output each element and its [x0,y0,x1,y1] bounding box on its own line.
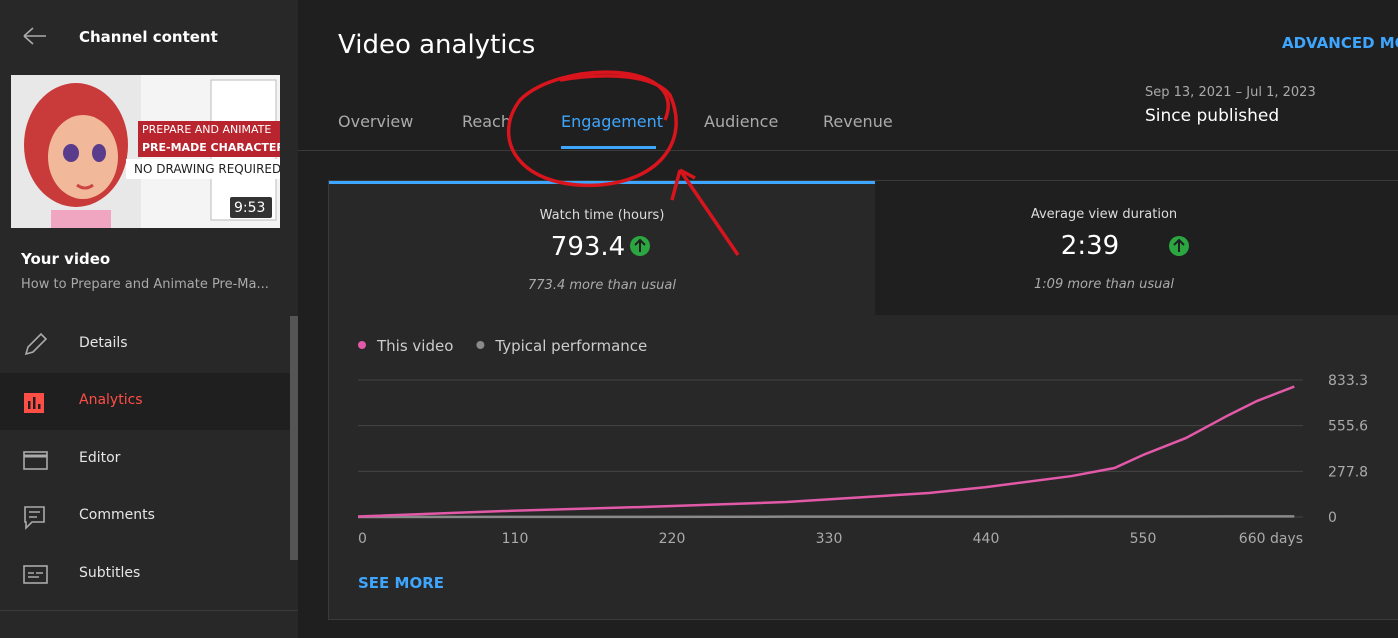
x-tick-label: 220 [659,531,686,547]
legend-marker [358,341,366,349]
back-arrow[interactable] [22,26,48,46]
menu-label: Editor [79,450,121,466]
metric-note: 1:09 more than usual [1034,277,1174,292]
sidebar-title: Channel content [79,28,218,46]
divider [298,150,1398,151]
see-more[interactable]: SEE MORE [358,574,444,592]
date-label[interactable]: Since published [1145,106,1280,126]
metric-label: Watch time (hours) [539,208,665,223]
icon [24,393,44,413]
metric-tab[interactable]: Average view duration 2:39 1:09 more tha… [875,181,1398,315]
legend-label: Typical performance [494,337,647,355]
duration: 9:53 [234,200,266,216]
icon [23,451,48,470]
legend-label: This video [376,337,453,355]
metric-value: 2:39 [1060,231,1120,261]
y-tick-label: 833.3 [1328,373,1368,389]
menu-label: Comments [79,507,155,523]
menu-item[interactable]: Details [0,316,290,373]
menu-label: Subtitles [79,565,141,581]
thumbnail[interactable]: PREPARE AND ANIMATE PRE-MADE CHARACTERS … [11,75,280,228]
icon [23,565,48,584]
x-tick-label: 550 [1130,531,1157,547]
page-title: Video analytics [338,30,536,60]
y-tick-label: 555.6 [1328,419,1368,435]
metric-label: Average view duration [1030,207,1178,222]
metric-note: 773.4 more than usual [528,278,676,293]
x-tick-label: 330 [816,531,843,547]
menu-item[interactable]: Editor [0,431,290,488]
menu-item[interactable]: Analytics [0,373,290,430]
tab-underline [561,146,656,149]
thumb-line: PRE-MADE CHARACTERS [142,141,280,154]
annotation-arrow [670,168,740,256]
x-tick-label: 110 [502,531,529,547]
advanced-mode[interactable]: ADVANCED MODE [1282,34,1398,52]
icon [24,506,45,530]
series-line [357,385,1295,518]
video-title: How to Prepare and Animate Pre-Ma... [21,277,269,292]
thumb-line: NO DRAWING REQUIRED [134,162,280,176]
tab[interactable]: Overview [338,112,414,131]
menu-label: Analytics [79,392,143,408]
tab[interactable]: Engagement [561,112,664,131]
menu-item[interactable]: Comments [0,488,290,545]
sidebar: Channel content PREPARE AND ANIMATE PRE-… [0,0,298,638]
scrollbar [290,316,298,560]
your-video: Your video [21,250,111,268]
thumb-line: PREPARE AND ANIMATE [142,123,272,136]
metric-tab[interactable]: Watch time (hours) 793.4 773.4 more than… [329,181,875,315]
x-tick-label: 440 [973,531,1000,547]
series-line [357,515,1295,519]
legend-marker [476,341,485,349]
icon [24,332,48,356]
x-tick-label: 660 days [1239,531,1303,547]
tab[interactable]: Reach [462,112,511,131]
tab[interactable]: Revenue [823,112,893,131]
annotation-circle [506,70,678,188]
x-tick-label: 0 [358,531,367,547]
metric-value: 793.4 [550,232,626,262]
y-tick-label: 0 [1328,510,1337,526]
tab[interactable]: Audience [704,112,779,131]
y-tick-label: 277.8 [1328,464,1368,480]
menu-item[interactable]: Subtitles [0,546,290,603]
date-range[interactable]: Sep 13, 2021 – Jul 1, 2023 [1145,85,1316,100]
menu-label: Details [79,335,128,351]
divider [0,610,298,611]
chart-card: Watch time (hours) 793.4 773.4 more than… [328,180,1398,620]
